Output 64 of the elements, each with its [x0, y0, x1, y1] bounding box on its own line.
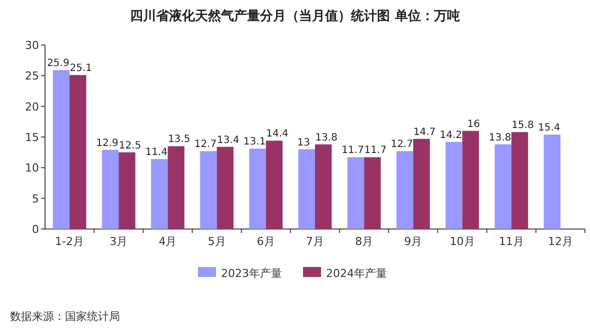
data-label: 12.7: [390, 139, 413, 150]
data-label: 11.7: [342, 145, 364, 156]
data-label: 13: [297, 137, 310, 148]
x-tick-label: 10月: [450, 235, 475, 248]
bar: [52, 70, 70, 229]
bar: [200, 151, 217, 229]
bar: [396, 151, 414, 229]
bar: [298, 149, 315, 229]
bar: [413, 138, 430, 229]
data-label: 25.9: [47, 58, 70, 70]
y-tick-label: 20: [25, 100, 39, 114]
x-tick-label: 6月: [256, 235, 275, 248]
legend-label: 2024年产量: [326, 267, 387, 280]
bar: [446, 142, 462, 229]
y-tick-label: 5: [32, 192, 39, 206]
bar: [102, 150, 119, 229]
bar: [462, 130, 479, 229]
data-label: 13.5: [168, 134, 190, 146]
y-tick-label: 25: [25, 70, 39, 83]
data-label: 25.1: [70, 63, 92, 74]
y-tick-label: 30: [25, 39, 39, 52]
x-tick-label: 3月: [110, 235, 128, 248]
data-label: 15.8: [512, 120, 534, 132]
x-tick-label: 4月: [158, 235, 177, 248]
data-label: 14.4: [266, 128, 288, 140]
x-tick-label: 9月: [404, 235, 422, 248]
y-tick-label: 0: [32, 223, 39, 236]
x-tick-label: 8月: [355, 235, 374, 248]
bar: [544, 134, 560, 229]
data-label: 15.4: [538, 122, 560, 134]
data-label: 13.4: [217, 134, 240, 146]
data-label: 14.7: [413, 126, 436, 138]
data-label: 14.2: [440, 130, 462, 141]
bar: [249, 148, 266, 229]
x-tick-label: 5月: [208, 235, 226, 248]
x-tick-label: 11月: [498, 235, 524, 248]
data-label: 12.5: [118, 140, 142, 152]
data-label: 11.4: [145, 147, 168, 158]
bar: [216, 146, 234, 229]
bar: [266, 140, 283, 229]
bar: [347, 157, 364, 229]
source-note: 数据来源：国家统计局: [10, 310, 120, 323]
x-tick-label: 7月: [306, 235, 324, 248]
data-label: 13.1: [243, 136, 266, 148]
bar: [118, 152, 136, 229]
data-label: 13.8: [488, 132, 512, 144]
bar: [494, 144, 512, 229]
y-tick-label: 10: [25, 162, 39, 175]
y-tick-label: 15: [25, 131, 39, 144]
x-tick-label: 12月: [548, 235, 573, 248]
data-label: 11.7: [364, 145, 387, 156]
bar: [168, 146, 184, 229]
data-label: 16: [467, 118, 480, 130]
x-tick-label: 1-2月: [55, 235, 84, 248]
chart-title: 四川省液化天然气产量分月（当月值）统计图 单位：万吨: [130, 8, 460, 24]
bar: [511, 132, 528, 229]
data-label: 12.7: [194, 139, 217, 150]
data-label: 13.8: [315, 132, 338, 144]
bar: [151, 159, 168, 229]
bar: [364, 157, 381, 229]
bar: [70, 75, 86, 229]
bar: [315, 144, 332, 229]
legend-label: 2023年产量: [221, 267, 282, 280]
data-label: 12.9: [96, 138, 118, 149]
